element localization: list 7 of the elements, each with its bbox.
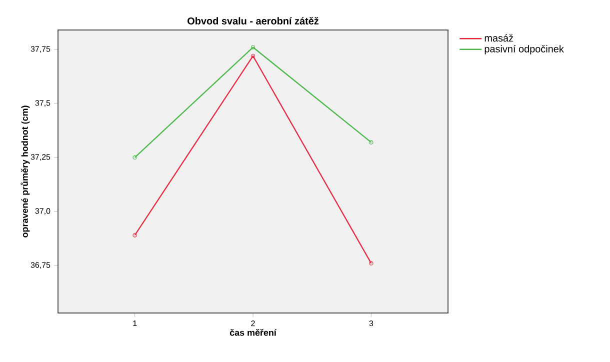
chart-title: Obvod svalu - aerobní zátěž <box>188 16 319 24</box>
point <box>250 54 256 58</box>
x-axis-title: čas měření <box>230 328 277 336</box>
legend-label: pasivní odpočinek <box>484 44 564 54</box>
point <box>250 45 256 50</box>
legend-label: masáž <box>484 34 514 42</box>
y-axis-title: opravené průměry hodnot (cm) <box>20 106 30 238</box>
